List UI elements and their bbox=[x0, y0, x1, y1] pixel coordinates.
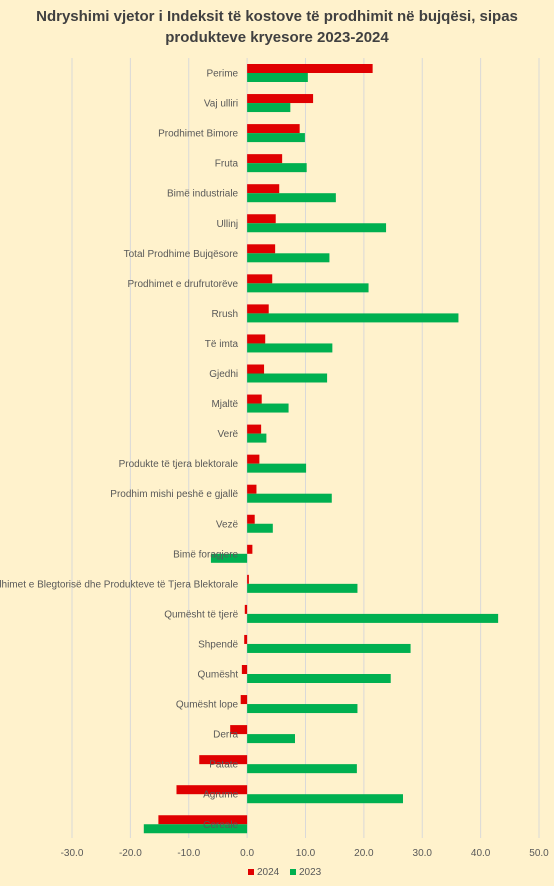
bar-2024 bbox=[176, 785, 248, 795]
bar-2023 bbox=[143, 824, 248, 834]
category-label: Produkte të tjera blektorale bbox=[119, 459, 239, 470]
bar-2024 bbox=[241, 665, 248, 674]
category-label: Fruta bbox=[215, 159, 239, 170]
bar-2023 bbox=[247, 734, 295, 744]
bar-2024 bbox=[247, 334, 266, 344]
bar-2024 bbox=[244, 634, 248, 644]
category-label: Verë bbox=[218, 429, 239, 440]
category-label: Prodhimet Bimore bbox=[158, 129, 238, 140]
category-label: Qumësht bbox=[198, 670, 239, 681]
x-tick-label: -10.0 bbox=[177, 848, 200, 859]
bar-2023 bbox=[247, 403, 289, 413]
category-label: Shpendë bbox=[198, 639, 238, 650]
bar-2024 bbox=[247, 274, 273, 284]
x-tick-label: -20.0 bbox=[119, 848, 142, 859]
bar-2023 bbox=[247, 794, 403, 804]
bar-2023 bbox=[247, 253, 330, 263]
bar-2023 bbox=[247, 433, 267, 443]
category-label: Cereale bbox=[203, 820, 238, 831]
bar-2023 bbox=[247, 674, 391, 683]
bar-2023 bbox=[247, 643, 411, 653]
category-label: Patate bbox=[209, 760, 238, 771]
bar-2023 bbox=[247, 493, 332, 503]
bar-2023 bbox=[247, 343, 333, 353]
category-label: Vezë bbox=[216, 519, 239, 530]
bar-2023 bbox=[247, 704, 358, 714]
category-label: Mjaltë bbox=[211, 399, 238, 410]
category-label: Qumësht të tjerë bbox=[164, 609, 238, 620]
bar-2023 bbox=[247, 133, 305, 143]
category-label: Të imta bbox=[205, 339, 239, 350]
legend-swatch-2024 bbox=[248, 869, 254, 875]
bar-2023 bbox=[247, 583, 358, 593]
x-tick-label: 0.0 bbox=[240, 848, 254, 859]
bar-2023 bbox=[247, 463, 307, 473]
category-label: Vaj ulliri bbox=[204, 99, 238, 110]
chart-title: Ndryshimi vjetor i Indeksit të kostove t… bbox=[0, 6, 554, 48]
bar-2024 bbox=[247, 544, 253, 554]
bar-2024 bbox=[247, 184, 280, 194]
bar-2024 bbox=[247, 64, 373, 73]
bar-2024 bbox=[247, 214, 276, 224]
bar-2024 bbox=[247, 124, 300, 134]
bar-2024 bbox=[247, 364, 265, 374]
category-label: Agrume bbox=[203, 790, 238, 801]
x-tick-label: 30.0 bbox=[413, 848, 433, 859]
bar-2024 bbox=[247, 424, 262, 434]
bar-2024 bbox=[158, 815, 248, 825]
bar-2023 bbox=[247, 613, 499, 623]
category-label: Qumësht lope bbox=[176, 700, 239, 711]
bar-2023 bbox=[247, 523, 273, 533]
bar-2024 bbox=[240, 695, 248, 705]
bar-2023 bbox=[247, 223, 387, 233]
bar-2024 bbox=[247, 304, 269, 314]
bar-2024 bbox=[247, 454, 260, 464]
bar-2024 bbox=[247, 154, 283, 164]
bar-2023 bbox=[247, 163, 307, 173]
bar-2024 bbox=[247, 394, 262, 404]
bar-2023 bbox=[247, 103, 291, 113]
category-label: Ullinj bbox=[216, 219, 238, 230]
legend-swatch-2023 bbox=[290, 869, 296, 875]
x-tick-label: -30.0 bbox=[61, 848, 84, 859]
x-tick-label: 10.0 bbox=[296, 848, 316, 859]
x-tick-label: 50.0 bbox=[529, 848, 549, 859]
category-label: Gjedhi bbox=[209, 369, 238, 380]
bar-2024 bbox=[230, 725, 248, 735]
bar-2023 bbox=[210, 553, 248, 563]
bar-2024 bbox=[199, 755, 248, 765]
bar-2023 bbox=[247, 193, 336, 203]
category-label: Bimë industriale bbox=[167, 189, 239, 200]
category-label: Bimë foragjere bbox=[173, 549, 238, 560]
bar-2023 bbox=[247, 764, 357, 774]
category-label: Derra bbox=[213, 730, 238, 741]
category-label: Prodhim mishi peshë e gjallë bbox=[110, 489, 238, 500]
bar-2024 bbox=[244, 604, 248, 614]
bar-2024 bbox=[247, 94, 314, 104]
bar-2024 bbox=[247, 484, 257, 494]
bar-2024 bbox=[247, 574, 249, 584]
bar-2023 bbox=[247, 73, 308, 82]
chart-title-line-1: Ndryshimi vjetor i Indeksit të kostove t… bbox=[36, 8, 518, 25]
x-tick-label: 20.0 bbox=[354, 848, 374, 859]
bar-2024 bbox=[247, 514, 255, 524]
bar-2023 bbox=[247, 283, 369, 293]
category-label: Perime bbox=[206, 69, 238, 80]
bar-2023 bbox=[247, 373, 328, 383]
category-label: Rrush bbox=[211, 309, 238, 320]
legend-label-2024: 2024 bbox=[257, 867, 280, 878]
bar-2024 bbox=[247, 244, 276, 254]
legend-label-2023: 2023 bbox=[299, 867, 322, 878]
chart-title-line-2: produkteve kryesore 2023-2024 bbox=[165, 29, 389, 46]
category-label: Prodhimet e drufrutorëve bbox=[128, 279, 239, 290]
category-label: Total Prodhime Bujqësore bbox=[124, 249, 239, 260]
category-label: Prodhimet e Blegtorisë dhe Produkteve të… bbox=[0, 579, 239, 590]
x-tick-label: 40.0 bbox=[471, 848, 491, 859]
bar-2023 bbox=[247, 313, 459, 323]
